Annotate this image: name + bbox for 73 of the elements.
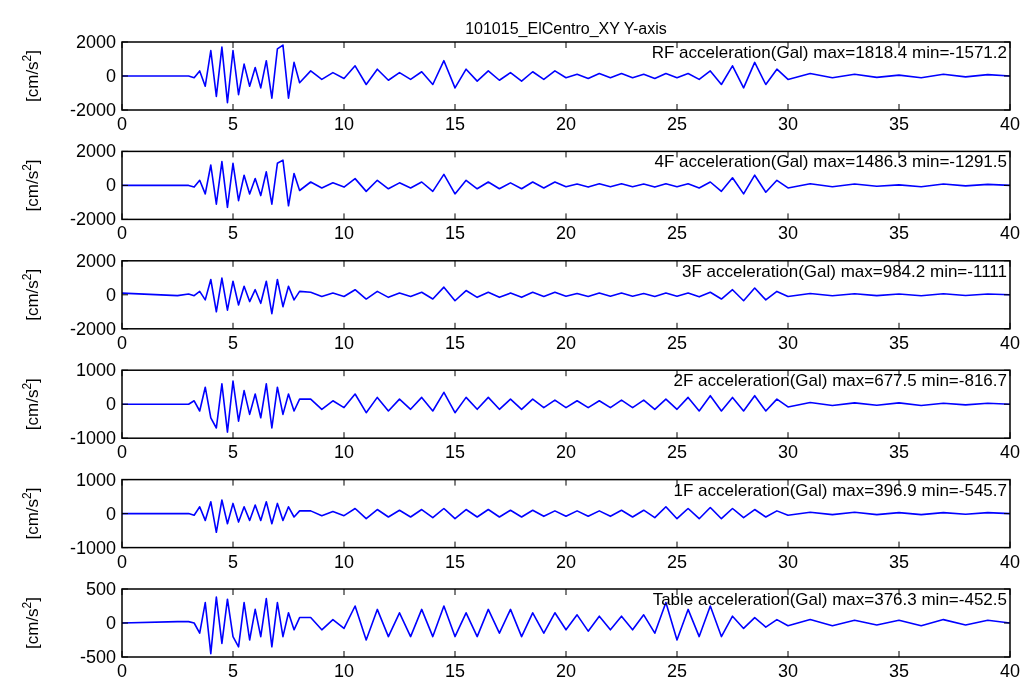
x-tick-label: 15 — [444, 223, 466, 244]
y-tick-label: 2000 — [75, 141, 116, 162]
x-tick-label: 20 — [555, 442, 577, 463]
x-tick-label: 30 — [777, 661, 799, 681]
y-tick-label: -1000 — [69, 537, 116, 558]
x-tick-label: 15 — [444, 332, 466, 353]
x-tick-label: 40 — [999, 332, 1021, 353]
x-tick-label: 35 — [888, 442, 910, 463]
x-tick-label: 30 — [777, 551, 799, 572]
y-tick-label: 0 — [105, 175, 116, 196]
annotation: 1F acceleration(Gal) max=396.9 min=-545.7 — [673, 480, 1007, 500]
y-tick-label: -1000 — [69, 428, 116, 449]
x-tick-label: 5 — [227, 442, 239, 463]
x-tick-label: 15 — [444, 551, 466, 572]
x-tick-label: 35 — [888, 114, 910, 134]
x-tick-label: 10 — [333, 442, 355, 463]
x-tick-label: 10 — [333, 114, 355, 134]
chart-title: 101015_ElCentro_XY Y-axis — [465, 20, 667, 38]
x-tick-label: 20 — [555, 223, 577, 244]
y-tick-label: -500 — [79, 647, 116, 667]
x-tick-label: 10 — [333, 223, 355, 244]
x-tick-label: 10 — [333, 332, 355, 353]
x-tick-label: 25 — [666, 442, 688, 463]
annotation: RF acceleration(Gal) max=1818.4 min=-1571.2 — [651, 43, 1007, 62]
y-tick-label: 1000 — [75, 360, 116, 381]
x-tick-label: 20 — [555, 551, 577, 572]
y-tick-label: 0 — [105, 613, 116, 633]
x-tick-label: 30 — [777, 114, 799, 134]
x-tick-label: 40 — [999, 114, 1021, 134]
x-tick-label: 25 — [666, 223, 688, 244]
x-tick-label: 20 — [555, 661, 577, 681]
y-tick-label: -2000 — [69, 318, 116, 339]
x-tick-label: 40 — [999, 551, 1021, 572]
x-tick-label: 25 — [666, 661, 688, 681]
x-tick-label: 5 — [227, 114, 239, 134]
x-tick-label: 5 — [227, 332, 239, 353]
x-tick-label: 35 — [888, 551, 910, 572]
x-tick-label: 35 — [888, 332, 910, 353]
x-tick-label: 25 — [666, 551, 688, 572]
x-tick-label: 30 — [777, 223, 799, 244]
x-tick-label: 40 — [999, 442, 1021, 463]
x-tick-label: 30 — [777, 332, 799, 353]
x-tick-label: 5 — [227, 551, 239, 572]
y-tick-label: -2000 — [69, 209, 116, 230]
x-tick-label: 40 — [999, 223, 1021, 244]
y-tick-label: 2000 — [75, 32, 116, 52]
x-tick-label: 5 — [227, 223, 239, 244]
y-tick-label: 0 — [105, 503, 116, 524]
x-tick-label: 15 — [444, 442, 466, 463]
y-tick-label: -2000 — [69, 100, 116, 120]
annotation: Table acceleration(Gal) max=376.3 min=-452.5 — [652, 590, 1007, 609]
x-tick-label: 25 — [666, 114, 688, 134]
x-tick-label: 10 — [333, 661, 355, 681]
x-tick-label: 20 — [555, 114, 577, 134]
y-tick-label: 0 — [105, 394, 116, 415]
x-tick-label: 35 — [888, 223, 910, 244]
x-tick-label: 5 — [227, 661, 239, 681]
annotation: 2F acceleration(Gal) max=677.5 min=-816.7 — [673, 371, 1007, 391]
y-tick-label: 1000 — [75, 469, 116, 490]
x-tick-label: 10 — [333, 551, 355, 572]
x-tick-label: 40 — [999, 661, 1021, 681]
annotation: 3F acceleration(Gal) max=984.2 min=-1111 — [681, 261, 1007, 281]
y-tick-label: 2000 — [75, 250, 116, 271]
x-tick-label: 30 — [777, 442, 799, 463]
annotation: 4F acceleration(Gal) max=1486.3 min=-1291.5 — [654, 152, 1007, 172]
y-tick-label: 0 — [105, 66, 116, 86]
y-tick-label: 0 — [105, 284, 116, 305]
x-tick-label: 35 — [888, 661, 910, 681]
x-tick-label: 15 — [444, 661, 466, 681]
y-tick-label: 500 — [85, 579, 116, 599]
x-tick-label: 25 — [666, 332, 688, 353]
x-tick-label: 15 — [444, 114, 466, 134]
x-tick-label: 20 — [555, 332, 577, 353]
